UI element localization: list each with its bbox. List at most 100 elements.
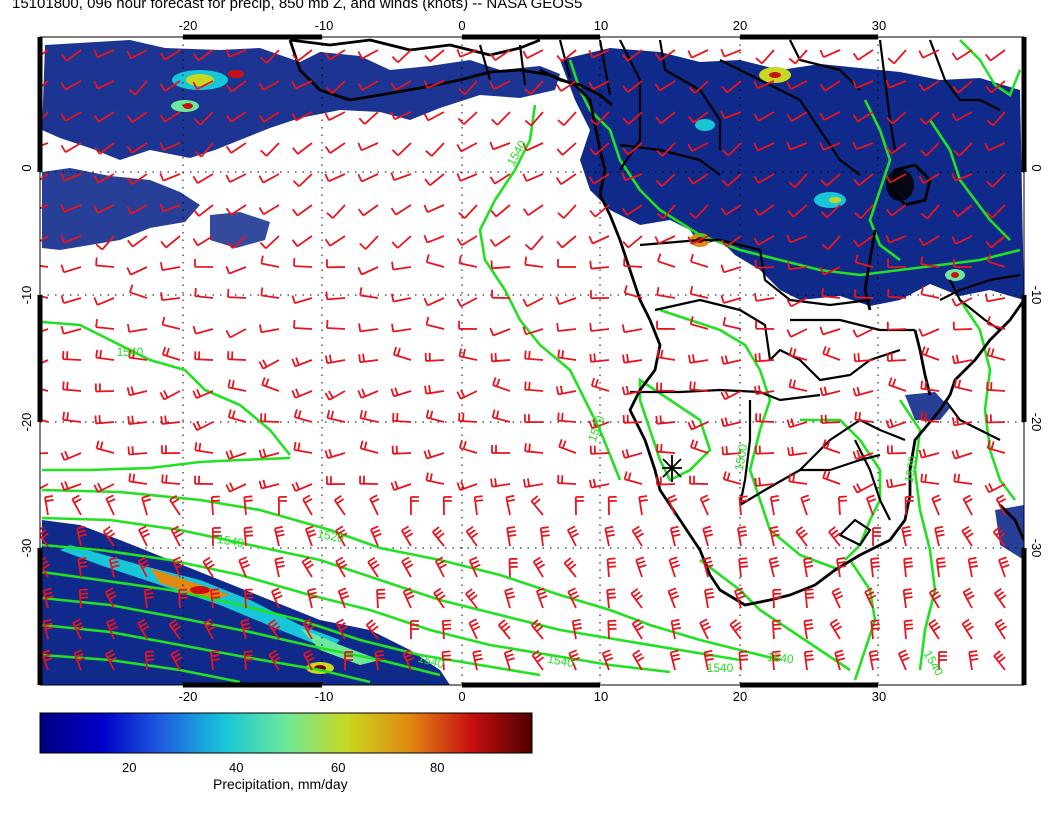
wind-barb [243,588,254,609]
wind-barb [40,204,49,210]
wind-barb [729,619,742,640]
wind-barb [258,324,280,334]
wind-barb [737,526,748,547]
wind-barb [433,587,446,609]
wind-barb [95,349,115,361]
wind-barb [42,618,54,640]
wind-barb [367,556,380,578]
wind-barb [886,204,907,217]
wind-barb [324,173,346,183]
wind-barb [60,450,82,461]
wind-barb [557,412,577,423]
lon-label: 0 [458,18,465,33]
lon-label: -20 [179,18,198,33]
wind-barb [359,410,379,423]
wind-barb [391,323,412,333]
wind-barb [225,204,247,216]
wind-barb [60,172,82,182]
wind-barb [822,470,841,485]
wind-barb [40,359,49,365]
wind-barb [557,111,577,126]
wind-barb [524,350,544,361]
wind-barb [852,483,874,494]
contour-label: 1540 [216,532,245,550]
wind-barb [357,266,379,276]
wind-barb [667,587,680,609]
wind-barb [390,293,412,303]
lat-label: -20 [19,413,34,432]
wind-barb [170,525,183,547]
wind-barb [689,381,709,392]
wind-barb [260,49,280,64]
wind-barb [720,204,742,216]
wind-barb [921,346,940,361]
wind-barb [687,49,709,59]
precip-area-southwest-small [42,580,120,650]
wind-barb [985,204,1006,219]
wind-barb [93,204,115,214]
wind-barb [126,386,148,397]
wind-barb [768,556,780,578]
wind-barb [821,235,841,251]
wind-barb [590,290,610,300]
wind-barb [601,649,614,671]
wind-barb [161,316,181,330]
wind-barb [769,495,780,516]
wind-barb [655,111,676,125]
wind-barb [918,328,940,337]
wind-barb [324,449,346,459]
lat-label: -10 [19,286,34,305]
wind-barb [138,525,151,547]
wind-barb [589,353,610,363]
wind-barb [137,556,150,578]
precipitation-layer [40,40,1024,685]
wind-barb [390,172,412,182]
wind-barb [160,235,181,249]
lake-malawi [913,329,932,396]
lon-label: 20 [733,18,747,33]
wind-barb [128,349,148,361]
wind-barb [60,264,82,274]
lat-label: -30 [19,539,34,558]
lat-label: -30 [1029,539,1044,558]
wind-barb [994,618,1007,640]
wind-barb [128,473,148,485]
wind-barb [754,477,775,487]
wind-barb [689,285,709,299]
wind-barb [490,478,511,488]
contour-label: 1520 [316,527,345,545]
wind-barb [141,494,152,516]
wind-barb [986,173,1006,188]
wind-barb [227,351,247,361]
wind-barb [828,526,841,547]
wind-barb [852,235,874,248]
wind-barb [178,588,188,609]
wind-barb [951,449,973,460]
wind-barb [456,480,478,491]
wind-barb [292,173,313,188]
wind-barb [987,253,1006,268]
wind-barb [506,526,517,547]
wind-barb [556,49,577,63]
wind-barb [952,204,973,218]
lon-label: 30 [872,689,886,704]
wind-barb [401,525,414,547]
wind-barb [571,618,583,640]
wind-barb [622,142,643,156]
wind-barb [60,203,82,213]
wind-barb [622,49,643,62]
wind-barb [803,557,814,578]
wind-barb [260,413,280,423]
wind-barb [788,173,808,189]
wind-barb [489,235,511,247]
wind-barb [126,266,148,276]
wind-barb [456,142,478,153]
wind-barb [95,440,115,454]
wind-barb [986,440,1006,454]
wind-barb [259,235,280,250]
wind-barb [423,204,445,214]
wind-barb [885,142,907,155]
wind-barb [588,235,610,245]
